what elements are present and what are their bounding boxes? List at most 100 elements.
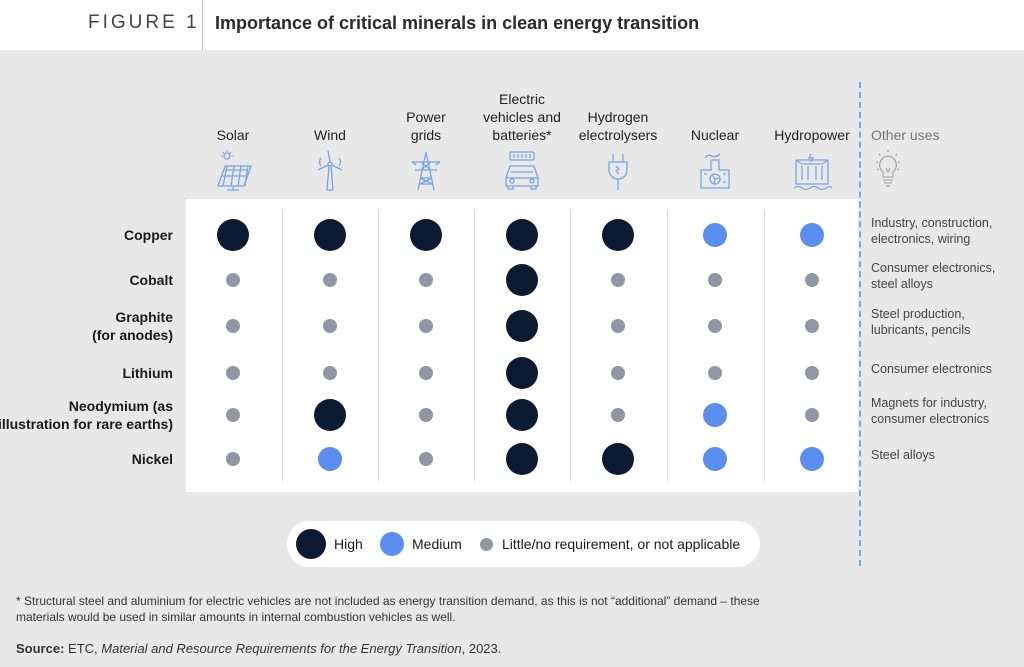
dot-low bbox=[323, 319, 337, 333]
dot-high bbox=[602, 219, 634, 251]
dot-low bbox=[805, 273, 819, 287]
column-header: Hydrogen electrolysers bbox=[568, 108, 668, 144]
row-label: Lithium bbox=[122, 364, 173, 382]
other-use-line: Steel alloys bbox=[871, 448, 935, 462]
source-year: , 2023. bbox=[461, 641, 502, 656]
dot-low bbox=[611, 408, 625, 422]
other-use-line: Steel production, bbox=[871, 307, 965, 321]
column-header: Solar bbox=[183, 126, 283, 144]
column-header-line: Nuclear bbox=[690, 127, 740, 143]
dot-low bbox=[708, 273, 722, 287]
lightbulb-icon bbox=[868, 150, 908, 190]
other-use-line: Consumer electronics, bbox=[871, 261, 996, 275]
plug-icon bbox=[598, 150, 638, 190]
row-label: Nickel bbox=[132, 450, 173, 468]
other-use-text: Industry, construction, electronics, wiri… bbox=[871, 215, 992, 247]
column-header: Hydropower bbox=[762, 126, 862, 144]
row-label: Cobalt bbox=[129, 271, 173, 289]
other-use-text: Consumer electronics, steel alloys bbox=[871, 260, 995, 292]
other-use-line: lubricants, pencils bbox=[871, 323, 971, 337]
other-use-text: Steel alloys bbox=[871, 447, 935, 463]
column-header-line: Wind bbox=[314, 127, 346, 143]
dot-medium bbox=[800, 447, 824, 471]
dot-low bbox=[323, 273, 337, 287]
dot-high bbox=[506, 399, 538, 431]
dot-low bbox=[708, 319, 722, 333]
dot-medium bbox=[703, 403, 727, 427]
dot-high bbox=[506, 264, 538, 296]
wind-turbine-icon bbox=[310, 150, 350, 191]
dot-medium bbox=[800, 223, 824, 247]
dot-low bbox=[611, 366, 625, 380]
dot-low bbox=[226, 273, 240, 287]
column-separator bbox=[474, 211, 475, 481]
dot-low bbox=[226, 319, 240, 333]
power-pylon-icon bbox=[406, 150, 446, 191]
legend-medium-label: Medium bbox=[412, 536, 462, 552]
dot-low bbox=[805, 408, 819, 422]
dot-high bbox=[506, 310, 538, 342]
dot-low bbox=[419, 452, 433, 466]
column-header-line: Hydrogen bbox=[587, 109, 649, 125]
dot-low bbox=[419, 273, 433, 287]
dot-low bbox=[611, 319, 625, 333]
other-use-line: Magnets for industry, bbox=[871, 396, 987, 410]
column-header-line: electrolysers bbox=[578, 127, 658, 143]
column-header-line: Hydropower bbox=[774, 127, 850, 143]
legend-medium-swatch bbox=[380, 532, 404, 556]
column-header: Electric vehicles and batteries* bbox=[472, 90, 572, 144]
column-header-line: Electric bbox=[499, 91, 545, 107]
dot-high bbox=[410, 219, 442, 251]
dot-high bbox=[602, 443, 634, 475]
column-separator bbox=[570, 211, 571, 481]
legend-high-swatch bbox=[296, 529, 326, 559]
legend-high-label: High bbox=[334, 536, 363, 552]
source-line: Source: ETC, Material and Resource Requi… bbox=[16, 641, 501, 656]
column-separator bbox=[378, 211, 379, 481]
dot-medium bbox=[703, 223, 727, 247]
dot-high bbox=[314, 219, 346, 251]
other-use-line: electronics, wiring bbox=[871, 232, 971, 246]
solar-panel-icon bbox=[213, 150, 253, 191]
legend-low-label: Little/no requirement, or not applicable bbox=[502, 536, 741, 552]
column-separator bbox=[764, 211, 765, 481]
column-header-line: Solar bbox=[216, 127, 250, 143]
row-label: Neodymium (as illustration for rare earth… bbox=[0, 397, 173, 433]
source-org: ETC, bbox=[68, 641, 98, 656]
column-header: Wind bbox=[280, 126, 380, 144]
other-use-line: consumer electronics bbox=[871, 412, 990, 426]
dot-low bbox=[323, 366, 337, 380]
row-label-line: Cobalt bbox=[129, 272, 173, 288]
dot-medium bbox=[703, 447, 727, 471]
dot-medium bbox=[318, 447, 342, 471]
column-header: Nuclear bbox=[665, 126, 765, 144]
figure-header: FIGURE 1 Importance of critical minerals… bbox=[0, 0, 1024, 50]
row-label: Copper bbox=[124, 226, 173, 244]
dot-high bbox=[506, 219, 538, 251]
column-header-line: grids bbox=[410, 127, 442, 143]
dot-low bbox=[226, 366, 240, 380]
other-use-line: Consumer electronics bbox=[871, 362, 992, 376]
other-uses-header: Other uses bbox=[871, 127, 940, 143]
dot-low bbox=[611, 273, 625, 287]
header-divider bbox=[202, 0, 203, 50]
column-header-line: batteries* bbox=[492, 127, 552, 143]
dot-high bbox=[506, 357, 538, 389]
other-use-line: Industry, construction, bbox=[871, 216, 993, 230]
other-use-text: Steel production, lubricants, pencils bbox=[871, 306, 970, 338]
column-separator bbox=[282, 211, 283, 481]
dot-low bbox=[419, 319, 433, 333]
row-label-line: illustration for rare earths) bbox=[0, 416, 173, 432]
dot-low bbox=[805, 366, 819, 380]
figure-title: Importance of critical minerals in clean… bbox=[215, 13, 700, 33]
source-title: Material and Resource Requirements for t… bbox=[101, 641, 462, 656]
dot-low bbox=[419, 366, 433, 380]
row-label-line: Graphite bbox=[115, 309, 173, 325]
other-uses-divider bbox=[859, 82, 861, 566]
column-header-line: vehicles and bbox=[483, 109, 561, 125]
other-use-line: steel alloys bbox=[871, 277, 933, 291]
nuclear-plant-icon bbox=[695, 150, 735, 190]
dot-low bbox=[419, 408, 433, 422]
electric-car-icon bbox=[502, 150, 542, 190]
dot-low bbox=[226, 408, 240, 422]
